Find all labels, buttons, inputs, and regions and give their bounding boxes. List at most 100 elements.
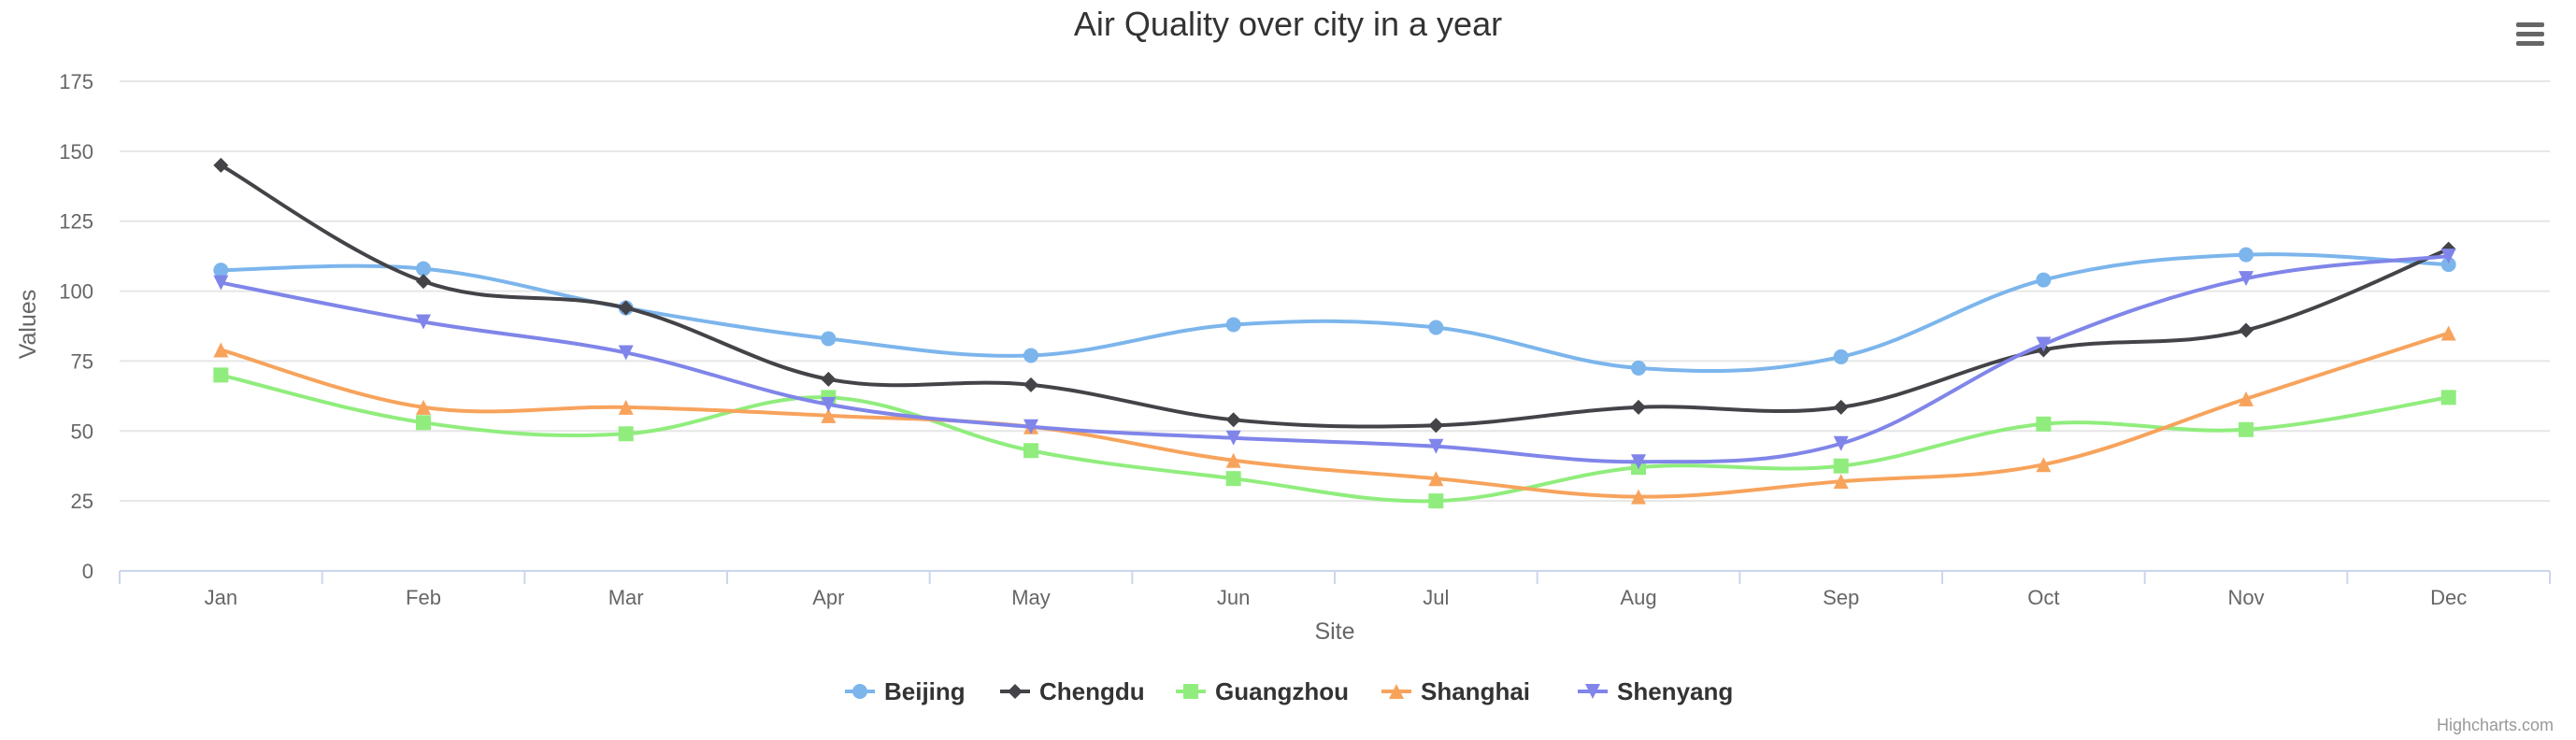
legend-label-beijing: Beijing (884, 677, 966, 705)
legend-symbol-marker[interactable] (1585, 684, 1600, 699)
data-point-guangzhou[interactable] (1428, 493, 1444, 509)
data-point-beijing[interactable] (1833, 349, 1849, 364)
legend-label-shenyang: Shenyang (1617, 677, 1733, 705)
data-point-beijing[interactable] (2036, 272, 2052, 288)
data-point-guangzhou[interactable] (2440, 390, 2456, 406)
y-gridlines (120, 80, 2550, 503)
y-tick-label: 125 (59, 210, 93, 234)
chart-title: Air Quality over city in a year (1074, 5, 1502, 43)
x-tick-label: Oct (2027, 586, 2059, 609)
data-point-chengdu[interactable] (1023, 377, 1038, 392)
x-tick-label: May (1011, 586, 1051, 609)
legend-label-shanghai: Shanghai (1421, 677, 1530, 705)
legend-label-chengdu: Chengdu (1039, 677, 1145, 705)
legend-symbol-marker[interactable] (1183, 684, 1198, 699)
x-tick-label: Aug (1620, 586, 1656, 609)
data-point-guangzhou[interactable] (1833, 458, 1849, 474)
data-point-shanghai[interactable] (416, 399, 431, 415)
data-point-beijing[interactable] (1225, 317, 1241, 333)
data-point-shenyang[interactable] (821, 396, 837, 412)
legend-item-beijing[interactable]: Beijing (845, 677, 966, 705)
data-point-beijing[interactable] (821, 331, 837, 347)
legend-item-shanghai[interactable]: Shanghai (1381, 677, 1530, 705)
data-point-shenyang[interactable] (1833, 435, 1849, 451)
legend: Beijing Chengdu Guangzhou Shanghai Shenyang (845, 677, 1733, 705)
data-point-shanghai[interactable] (1833, 474, 1849, 490)
series-layer (213, 157, 2456, 509)
data-point-beijing[interactable] (1023, 348, 1038, 363)
data-point-beijing[interactable] (416, 261, 431, 277)
data-point-shanghai[interactable] (2036, 457, 2052, 473)
series-line-shenyang[interactable] (219, 254, 2451, 464)
data-point-chengdu[interactable] (821, 371, 837, 387)
data-point-shenyang[interactable] (2239, 271, 2254, 287)
x-tick-label: Jan (205, 586, 237, 609)
data-point-chengdu[interactable] (1833, 399, 1849, 415)
data-point-beijing[interactable] (213, 263, 229, 278)
data-point-shanghai[interactable] (1225, 452, 1241, 468)
data-point-shenyang[interactable] (213, 275, 229, 291)
series-guangzhou (213, 367, 2456, 509)
data-point-chengdu[interactable] (1225, 412, 1241, 428)
legend-item-shenyang[interactable]: Shenyang (1578, 677, 1733, 705)
data-point-guangzhou[interactable] (618, 426, 634, 442)
data-point-beijing[interactable] (2239, 247, 2254, 263)
series-beijing (213, 247, 2456, 376)
data-point-beijing[interactable] (2440, 257, 2456, 273)
data-point-shanghai[interactable] (821, 407, 837, 423)
series-shenyang (213, 249, 2456, 470)
legend-item-chengdu[interactable]: Chengdu (1000, 677, 1145, 705)
data-point-beijing[interactable] (1428, 320, 1444, 335)
data-point-guangzhou[interactable] (1225, 471, 1241, 487)
legend-symbol-marker[interactable] (1389, 684, 1404, 699)
credits[interactable]: Highcharts.com (2437, 716, 2554, 734)
menu-button[interactable] (2514, 21, 2546, 50)
y-tick-label: 0 (82, 560, 93, 583)
series-line-guangzhou[interactable] (219, 373, 2451, 504)
series-line-chengdu[interactable] (219, 163, 2451, 429)
y-tick-label: 150 (59, 140, 93, 164)
x-tick-label: Feb (406, 586, 441, 609)
series-line-beijing[interactable] (219, 252, 2451, 374)
hamburger-menu-icon (2516, 22, 2544, 46)
data-point-shenyang[interactable] (1023, 419, 1038, 434)
data-point-shenyang[interactable] (416, 314, 431, 330)
data-point-chengdu[interactable] (1631, 399, 1646, 415)
series-shanghai (213, 325, 2456, 505)
data-point-chengdu[interactable] (618, 300, 634, 316)
x-tick-labels: Jan Feb Mar Apr May Jun Jul Aug Sep Oct Nov Dec (205, 586, 2468, 609)
data-point-guangzhou[interactable] (1023, 443, 1038, 459)
data-point-chengdu[interactable] (416, 274, 431, 290)
data-point-shenyang[interactable] (1428, 438, 1444, 454)
data-point-chengdu[interactable] (2239, 322, 2254, 338)
x-axis (119, 570, 2551, 584)
data-point-shanghai[interactable] (1428, 471, 1444, 487)
x-tick-label: Sep (1823, 586, 1859, 609)
data-point-chengdu[interactable] (1428, 418, 1444, 434)
legend-item-guangzhou[interactable]: Guangzhou (1176, 677, 1349, 705)
legend-symbol-marker[interactable] (852, 684, 867, 699)
data-point-guangzhou[interactable] (416, 415, 431, 431)
data-point-guangzhou[interactable] (213, 367, 229, 383)
data-point-chengdu[interactable] (213, 157, 229, 173)
data-point-guangzhou[interactable] (2239, 421, 2254, 437)
data-point-beijing[interactable] (1631, 360, 1646, 376)
data-point-shanghai[interactable] (2239, 391, 2254, 406)
y-tick-label: 75 (71, 349, 93, 373)
y-axis-title: Values (15, 290, 41, 360)
data-point-shanghai[interactable] (1631, 489, 1646, 505)
data-point-shenyang[interactable] (2036, 336, 2052, 352)
y-tick-label: 25 (71, 490, 93, 513)
data-point-guangzhou[interactable] (2036, 416, 2052, 432)
data-point-shenyang[interactable] (1225, 430, 1241, 446)
legend-symbol-marker[interactable] (1008, 684, 1023, 699)
data-point-shanghai[interactable] (618, 399, 634, 415)
data-point-shanghai[interactable] (2440, 325, 2456, 341)
data-point-shenyang[interactable] (1631, 454, 1646, 470)
x-axis-title: Site (1314, 619, 1354, 645)
x-tick-label: Jun (1217, 586, 1250, 609)
data-point-shanghai[interactable] (213, 342, 229, 358)
data-point-shenyang[interactable] (2440, 249, 2456, 264)
series-line-shanghai[interactable] (219, 331, 2451, 499)
data-point-shenyang[interactable] (618, 345, 634, 361)
